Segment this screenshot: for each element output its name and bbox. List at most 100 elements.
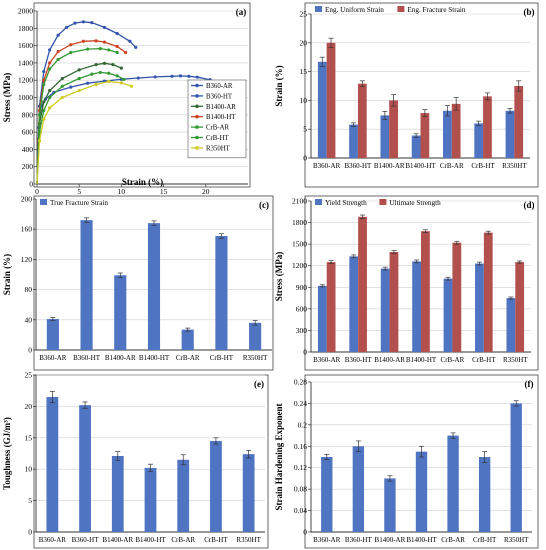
- y-tick-label: 0: [303, 528, 307, 537]
- data-point: [73, 21, 77, 25]
- bar: [380, 115, 390, 158]
- bar: [357, 83, 367, 158]
- bar: [352, 446, 365, 532]
- bar: [510, 403, 522, 532]
- x-tick-label: B360-HT: [345, 536, 373, 544]
- x-tick-label: B1400-AR: [374, 162, 405, 170]
- data-point: [37, 139, 42, 143]
- data-point: [69, 85, 73, 89]
- bar: [349, 256, 359, 352]
- bar: [349, 124, 358, 158]
- legend-label: Eng. Fracture Strain: [407, 6, 465, 14]
- y-tick-label: 20: [25, 402, 33, 411]
- y-tick-label: 0.28: [294, 378, 307, 387]
- x-tick-label: CrB-HT: [471, 162, 495, 170]
- y-tick-label: 0: [303, 348, 307, 357]
- data-point: [81, 20, 86, 24]
- bar: [249, 322, 262, 350]
- legend-marker: [195, 114, 199, 119]
- y-tick-label: 0.12: [294, 463, 307, 472]
- bar: [451, 103, 461, 158]
- data-point: [48, 61, 52, 65]
- y-tick-label: 200: [22, 162, 34, 171]
- data-point: [107, 48, 111, 52]
- x-tick-label: 10: [118, 187, 126, 196]
- data-point: [64, 25, 69, 30]
- y-tick-label: 600: [22, 128, 34, 137]
- x-tick-label: CrB-HT: [473, 536, 497, 544]
- y-tick-label: 0.24: [294, 399, 307, 408]
- chart-panel-4: 0 300 600 900 1200 1500 1800 2100 (d) Stress (MPa…: [274, 195, 539, 371]
- y-axis-label: Strain Hardening Exponent: [274, 403, 284, 510]
- bar: [147, 223, 161, 350]
- y-axis-label: Stress (MPa): [2, 73, 12, 123]
- panel-label: (b): [524, 7, 535, 17]
- bar: [114, 275, 127, 350]
- legend-label: Ultimate Strength: [389, 199, 441, 207]
- series-line: [36, 80, 132, 185]
- x-tick-label: R350HT: [503, 356, 528, 364]
- bar: [443, 110, 452, 158]
- data-point: [60, 76, 64, 81]
- bar: [317, 285, 327, 352]
- bar: [474, 123, 484, 158]
- y-tick-label: 0.08: [294, 485, 307, 494]
- legend-label: True Fracture Strain: [50, 199, 108, 207]
- data-point: [77, 88, 81, 93]
- series-line: [36, 47, 118, 185]
- legend-label: B360-AR: [206, 83, 233, 90]
- bar: [326, 42, 336, 158]
- x-tick-label: CrB-HT: [204, 536, 228, 544]
- data-point: [178, 74, 183, 78]
- data-point: [56, 57, 60, 62]
- data-point: [98, 47, 102, 51]
- legend-label: Yield Strength: [325, 199, 367, 207]
- bar: [380, 268, 390, 352]
- legend-swatch: [315, 199, 322, 205]
- legend-marker: [195, 104, 199, 109]
- data-point: [42, 69, 46, 74]
- x-tick-label: 20: [202, 187, 210, 196]
- y-tick-label: 15: [25, 433, 33, 442]
- y-axis-label: Strain (%): [2, 254, 12, 295]
- data-point: [134, 45, 138, 49]
- legend-swatch: [40, 199, 47, 205]
- legend-label: Eng. Uniform Strain: [325, 6, 384, 14]
- data-point: [115, 44, 119, 49]
- x-tick-label: CrB-AR: [176, 354, 200, 362]
- bar: [415, 451, 428, 532]
- x-tick-label: B360-AR: [313, 536, 341, 544]
- x-tick-label: B1400-HT: [406, 356, 437, 364]
- legend-marker: [195, 94, 199, 98]
- x-tick-label: CrB-AR: [440, 162, 464, 170]
- data-point: [42, 117, 46, 121]
- data-point: [115, 50, 119, 55]
- data-point: [86, 81, 90, 85]
- x-tick-label: CrB-AR: [171, 536, 195, 544]
- bar: [478, 457, 491, 532]
- y-axis-label: Toughness (GJ/m³): [2, 417, 12, 490]
- y-tick-label: 40: [25, 315, 33, 324]
- legend-box: [187, 79, 247, 159]
- x-tick-label: R350HT: [243, 354, 268, 362]
- x-tick-label: B1400-HT: [139, 354, 170, 362]
- y-tick-label: 800: [22, 110, 34, 119]
- legend-label: R350HT: [206, 145, 231, 152]
- y-axis-label: Strain (%): [274, 65, 284, 106]
- data-point: [170, 74, 174, 78]
- x-tick-label: B1400-AR: [374, 356, 405, 364]
- x-tick-label: 5: [77, 187, 81, 196]
- data-point: [107, 71, 111, 75]
- legend-marker: [195, 125, 199, 129]
- data-point: [56, 50, 60, 54]
- x-tick-label: B360-AR: [39, 354, 67, 362]
- legend-label: CrB-AR: [206, 125, 230, 132]
- data-point: [48, 88, 52, 93]
- chart-panel-6: 0 0.04 0.08 0.12 0.16 0.2 0.24 0.28 (f) Strain Ha…: [274, 374, 539, 549]
- bar: [483, 232, 493, 352]
- bar: [46, 396, 59, 532]
- data-point: [111, 63, 115, 67]
